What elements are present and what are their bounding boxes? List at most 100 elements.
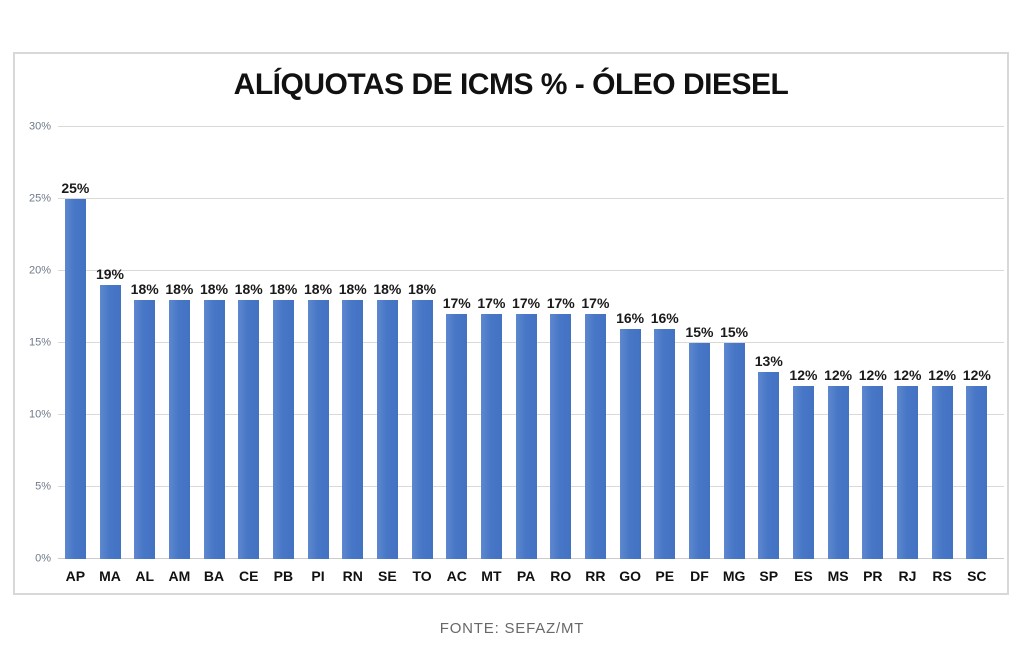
x-axis-category-label: RR	[585, 568, 606, 584]
x-axis-category-label: MG	[722, 568, 746, 584]
y-axis-tick-label: 20%	[28, 264, 51, 277]
x-axis-category-label: ES	[794, 568, 813, 584]
bar	[827, 386, 849, 559]
bar-column: 15%	[717, 127, 752, 559]
y-axis-tick-label: 5%	[35, 480, 51, 493]
bar-value-label: 17%	[546, 295, 575, 312]
bar-value-label: 12%	[858, 367, 887, 384]
bar-column: 16%	[647, 127, 682, 559]
bar-column: 12%	[855, 127, 890, 559]
x-axis: AP MA AL AM BA CE PB PI RN SE TO AC MT PA RO RR GO PE DF MG…	[58, 569, 994, 583]
bar-column: 17%	[578, 127, 613, 559]
bar-value-label: 15%	[685, 324, 714, 340]
bar-column: 12%	[786, 127, 821, 559]
bar	[966, 386, 988, 559]
bar-column: 18%	[301, 127, 336, 559]
bar-value-label: 15%	[720, 324, 749, 340]
bar	[654, 328, 676, 559]
bar-column: 12%	[821, 127, 856, 559]
bar-column: 12%	[925, 127, 960, 559]
x-axis-category-label: RO	[550, 568, 572, 584]
bar-column: 17%	[474, 127, 509, 559]
x-axis-category-label: RN	[342, 568, 363, 584]
x-axis-category-label: SE	[378, 568, 397, 584]
x-axis-category-label: PB	[273, 568, 294, 584]
bar-column: 16%	[613, 127, 648, 559]
bar-value-label: 18%	[269, 280, 298, 297]
bar-column: 13%	[751, 127, 786, 559]
y-axis-tick-label: 10%	[28, 408, 51, 421]
y-axis-tick-label: 30%	[28, 120, 51, 133]
chart-frame: ALÍQUOTAS DE ICMS % - ÓLEO DIESEL 0% 5% 10…	[13, 52, 1009, 595]
bar-value-label: 12%	[789, 367, 818, 384]
bar	[411, 299, 433, 559]
x-axis-category-label: MT	[481, 568, 502, 584]
x-axis-category-label: RJ	[898, 568, 917, 584]
gridline	[58, 126, 1004, 127]
bar-value-label: 12%	[962, 367, 991, 384]
bar-value-label: 16%	[616, 309, 645, 326]
x-axis-category-label: AL	[135, 568, 155, 584]
x-axis-category-label: AM	[168, 568, 191, 584]
bar-column: 18%	[127, 127, 162, 559]
x-axis-category-label: PE	[655, 568, 675, 584]
bar	[931, 386, 953, 559]
bar-value-label: 18%	[234, 280, 263, 297]
bar-column: 12%	[959, 127, 994, 559]
bar	[272, 299, 294, 559]
bar-column: 18%	[231, 127, 266, 559]
bar	[896, 386, 918, 559]
bar	[134, 299, 156, 559]
x-axis-category-label: SC	[967, 568, 987, 584]
bar	[584, 314, 606, 559]
x-axis-category-label: BA	[203, 568, 225, 584]
bar-value-label: 19%	[95, 266, 125, 283]
bar	[446, 314, 468, 559]
bar-column: 25%	[58, 127, 93, 559]
bar-column: 17%	[543, 127, 578, 559]
bar-column: 18%	[266, 127, 301, 559]
bar-column: 18%	[405, 127, 440, 559]
bar-value-label: 18%	[408, 280, 437, 297]
bar-value-label: 13%	[754, 352, 783, 369]
bar	[376, 299, 398, 559]
x-axis-category-label: AC	[446, 568, 467, 584]
bar	[723, 343, 745, 559]
bar-value-label: 17%	[512, 295, 541, 312]
x-axis-category-label: AP	[65, 568, 86, 584]
bar	[688, 343, 710, 559]
bar-column: 18%	[335, 127, 370, 559]
bar	[238, 299, 260, 559]
bar-value-label: 12%	[824, 367, 853, 384]
bar-column: 15%	[682, 127, 717, 559]
bar-value-label: 12%	[893, 367, 922, 384]
bar-value-label: 18%	[373, 280, 402, 297]
bar-value-label: 18%	[200, 280, 229, 297]
bar-column: 18%	[162, 127, 197, 559]
x-axis-category-label: DF	[690, 568, 709, 584]
bar-value-label: 25%	[61, 180, 90, 196]
x-axis-category-label: CE	[238, 568, 259, 584]
bar	[168, 299, 190, 559]
bar-value-label: 18%	[338, 280, 367, 297]
bar	[619, 328, 641, 559]
x-axis-category-label: TO	[412, 568, 432, 584]
x-axis-category-label: MA	[99, 568, 121, 584]
bar-column: 19%	[93, 127, 128, 559]
bar	[550, 314, 572, 559]
bar-value-label: 18%	[165, 280, 194, 297]
bar-value-label: 17%	[442, 295, 471, 312]
bar-value-label: 18%	[130, 280, 159, 297]
x-axis-category-label: RS	[932, 568, 952, 584]
bar	[862, 386, 884, 559]
bar-value-label: 17%	[477, 295, 506, 312]
bar	[99, 285, 121, 559]
bar-value-label: 17%	[581, 295, 610, 312]
x-axis-category-label: GO	[619, 568, 641, 584]
bar-column: 18%	[370, 127, 405, 559]
x-axis-category-label: PI	[311, 568, 325, 584]
plot-area: 0% 5% 10% 15% 20% 25% 30% 25% 19% 18% 18% 18% 18% 18…	[29, 121, 1004, 564]
x-axis-category-label: PA	[516, 568, 536, 584]
bar-value-label: 18%	[304, 280, 333, 297]
bar	[515, 314, 537, 559]
